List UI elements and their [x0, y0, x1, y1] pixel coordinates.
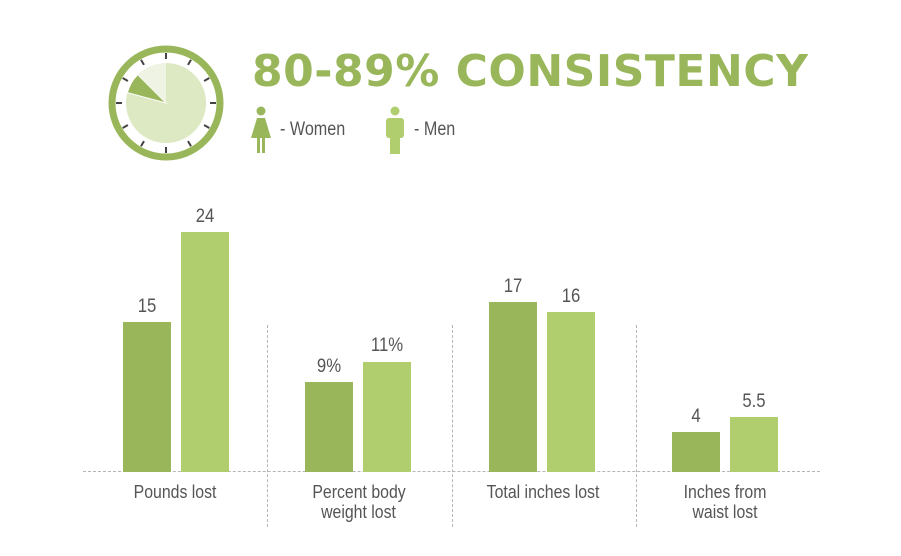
value-label: 16	[561, 286, 581, 307]
bar-men-percent-body-weight-lost	[363, 362, 411, 472]
bar-men-pounds-lost	[181, 232, 229, 472]
group-divider	[452, 325, 453, 527]
bar-women-percent-body-weight-lost	[305, 382, 353, 472]
category-label: Percent body weight lost	[312, 482, 406, 522]
group-divider	[267, 325, 268, 527]
value-label: 9%	[316, 356, 342, 377]
category-label: Pounds lost	[133, 482, 217, 502]
bar-women-inches-from-waist-lost	[672, 432, 720, 472]
value-label: 4	[691, 406, 701, 427]
bar-men-inches-from-waist-lost	[730, 417, 778, 472]
bar-women-total-inches-lost	[489, 302, 537, 472]
category-label: Inches from waist lost	[683, 482, 767, 522]
legend-item-women: - Women	[250, 106, 360, 156]
legend-label-women: - Women	[280, 119, 346, 140]
legend-label-men: - Men	[414, 119, 456, 140]
bar-women-pounds-lost	[123, 322, 171, 472]
clock-pie-icon	[107, 44, 225, 162]
group-divider	[636, 325, 637, 527]
woman-icon	[250, 106, 272, 159]
legend-item-men: - Men	[384, 106, 474, 156]
category-label: Total inches lost	[486, 482, 600, 502]
x-axis-baseline	[83, 471, 820, 472]
bar-men-total-inches-lost	[547, 312, 595, 472]
value-label: 5.5	[742, 391, 766, 412]
value-label: 11%	[370, 335, 404, 356]
value-label: 24	[195, 206, 215, 227]
man-icon	[384, 106, 406, 159]
value-label: 15	[137, 296, 157, 317]
value-label: 17	[503, 276, 523, 297]
page-title: 80-89% CONSISTENCY	[252, 46, 809, 97]
legend: - Women - Men	[250, 106, 470, 156]
